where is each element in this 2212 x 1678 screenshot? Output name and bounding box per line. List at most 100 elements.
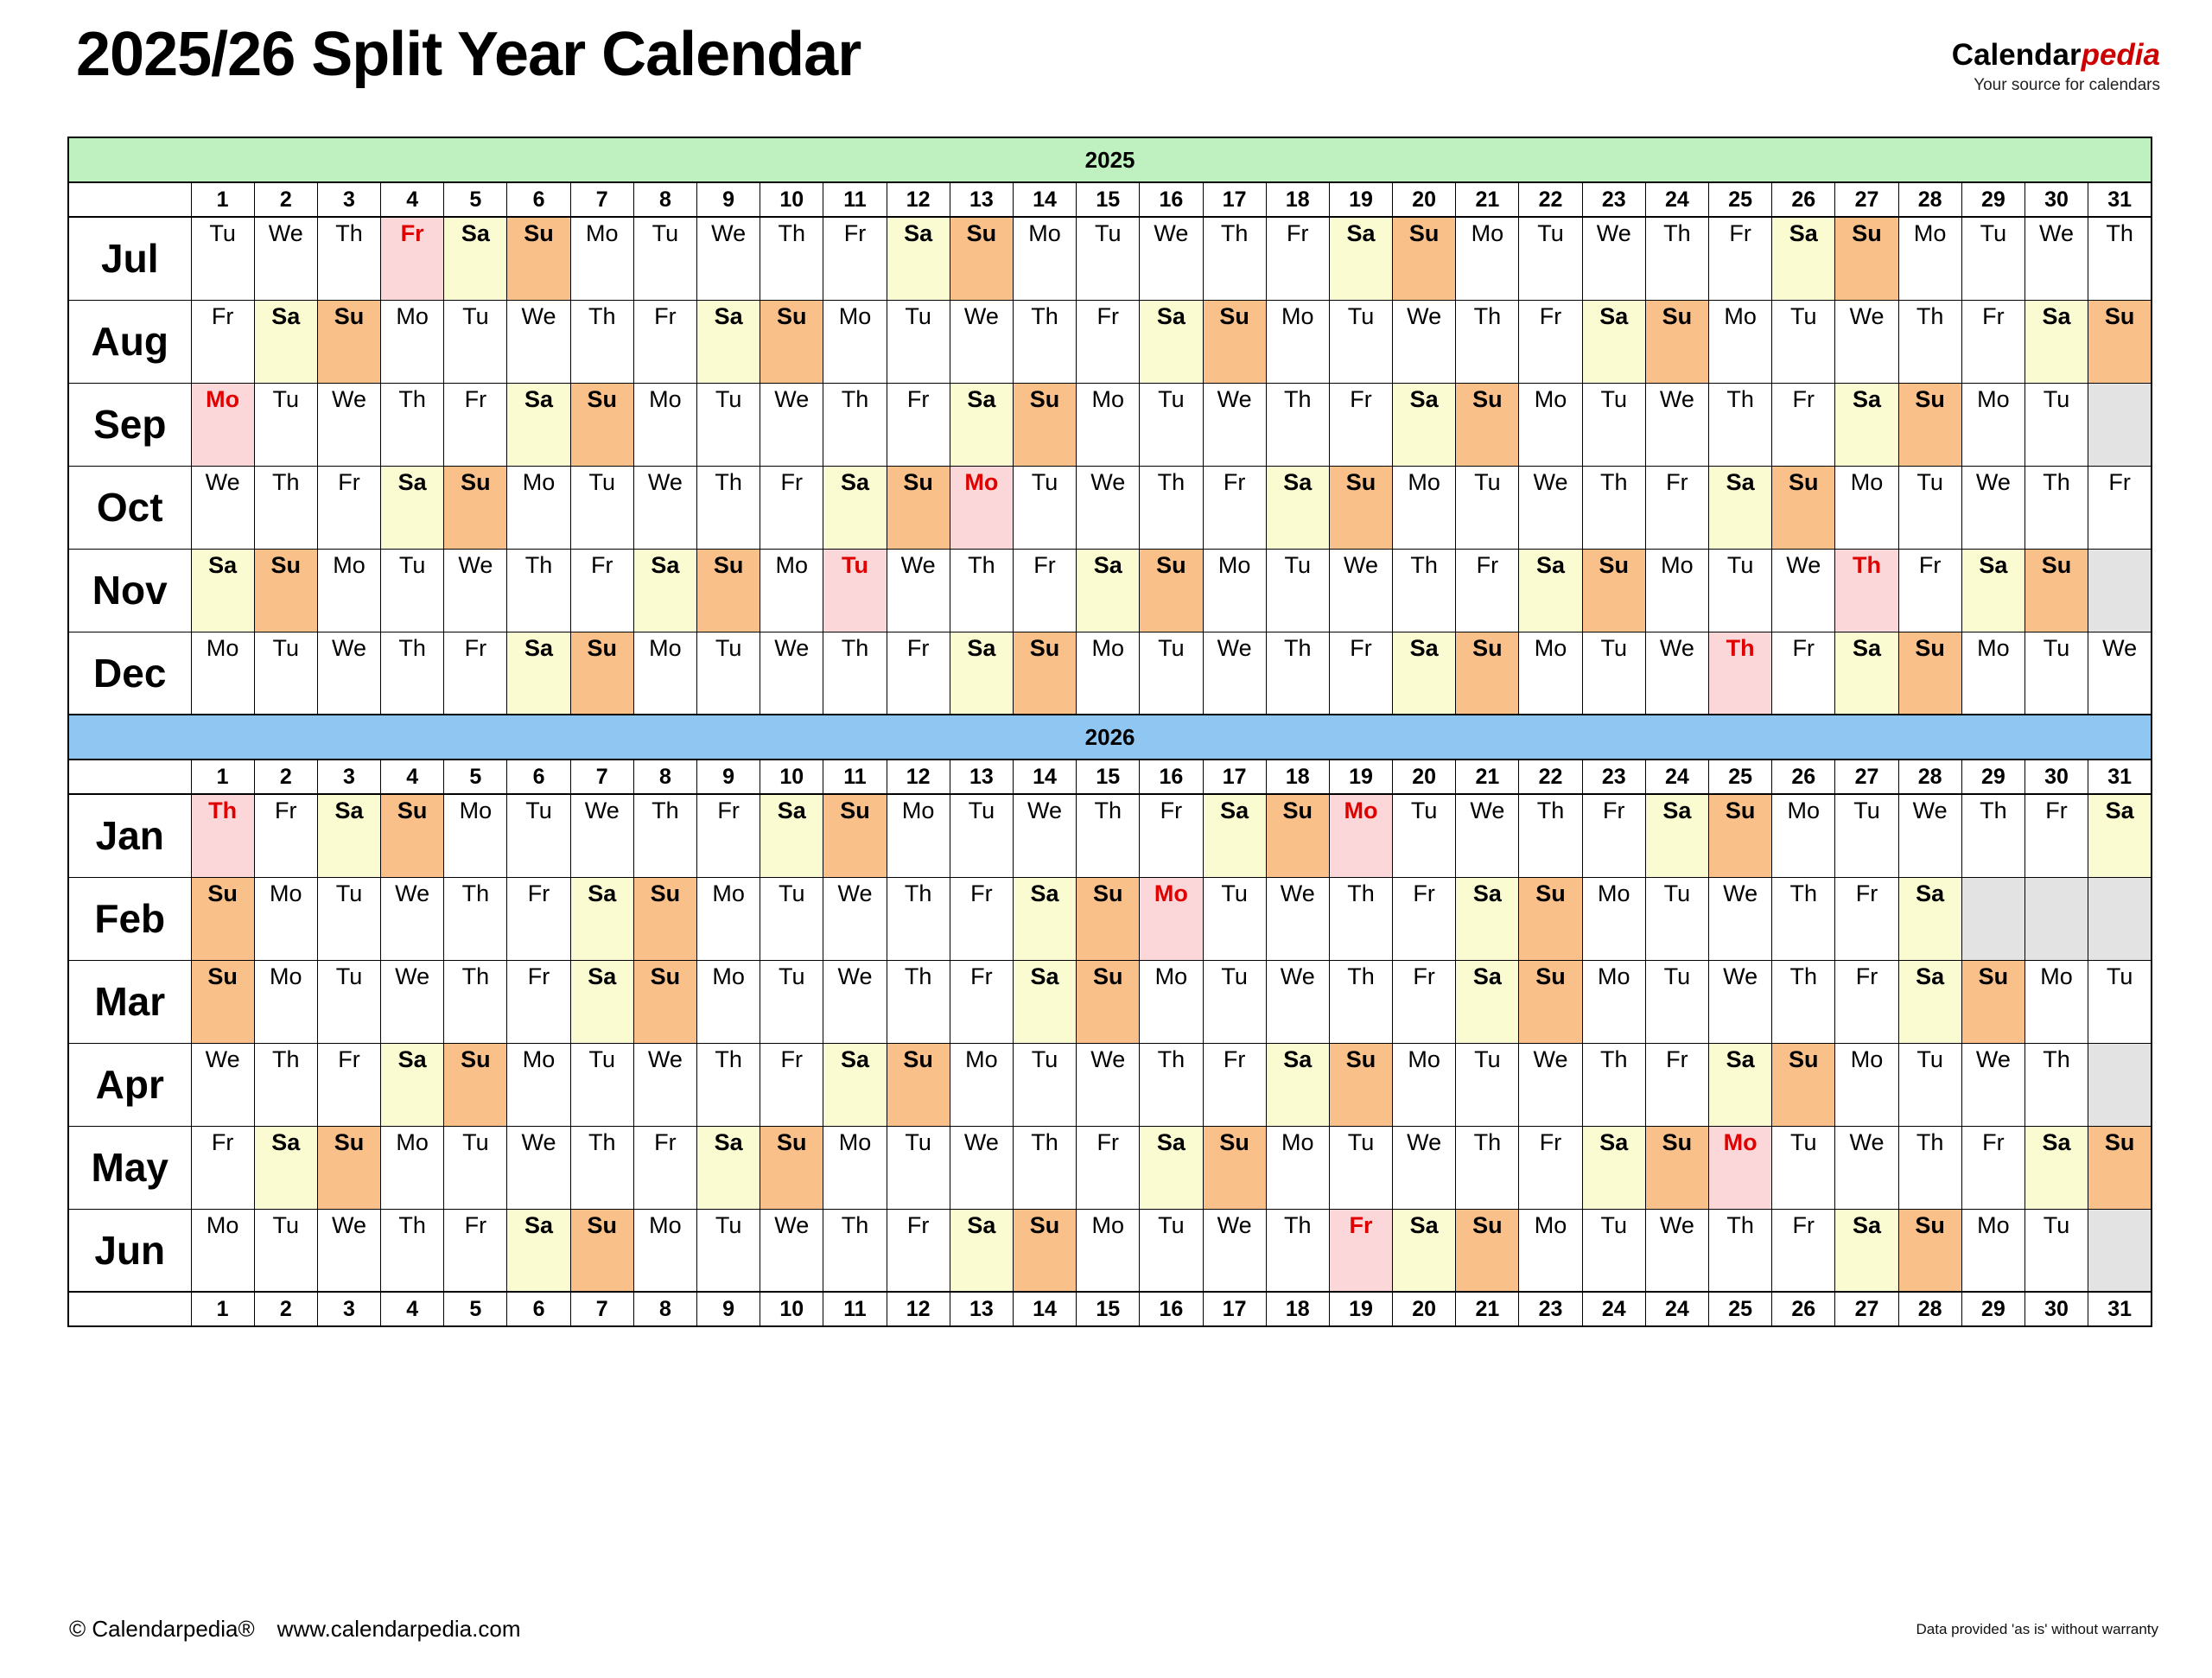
day-cell-Oct-24[interactable]: Fr	[1644, 465, 1710, 550]
day-cell-May-14[interactable]: Th	[1012, 1125, 1077, 1210]
day-cell-Nov-12[interactable]: We	[886, 548, 950, 632]
day-cell-Mar-29[interactable]: Su	[1961, 959, 2025, 1044]
day-cell-Aug-23[interactable]: Sa	[1581, 299, 1646, 384]
day-cell-May-11[interactable]: Mo	[823, 1125, 887, 1210]
day-cell-Aug-7[interactable]: Th	[569, 299, 634, 384]
day-cell-Mar-20[interactable]: Fr	[1392, 959, 1457, 1044]
day-cell-Aug-12[interactable]: Tu	[886, 299, 950, 384]
day-cell-Sep-27[interactable]: Sa	[1834, 382, 1899, 467]
day-cell-Oct-23[interactable]: Th	[1581, 465, 1646, 550]
day-cell-May-16[interactable]: Sa	[1139, 1125, 1204, 1210]
day-cell-Feb-31[interactable]	[2088, 876, 2153, 961]
day-cell-Dec-2[interactable]: Tu	[253, 631, 318, 715]
day-cell-Jul-6[interactable]: Su	[506, 216, 571, 301]
day-cell-Jun-7[interactable]: Su	[569, 1208, 634, 1293]
day-cell-Aug-3[interactable]: Su	[316, 299, 382, 384]
day-cell-Nov-1[interactable]: Sa	[190, 548, 255, 632]
day-cell-May-29[interactable]: Fr	[1961, 1125, 2025, 1210]
day-cell-Aug-14[interactable]: Th	[1012, 299, 1077, 384]
day-cell-Jul-21[interactable]: Mo	[1455, 216, 1520, 301]
day-cell-Oct-30[interactable]: Th	[2024, 465, 2089, 550]
day-cell-May-4[interactable]: Mo	[380, 1125, 445, 1210]
day-cell-Aug-2[interactable]: Sa	[253, 299, 318, 384]
day-cell-Sep-10[interactable]: We	[760, 382, 824, 467]
day-cell-Nov-4[interactable]: Tu	[380, 548, 445, 632]
day-cell-Sep-11[interactable]: Th	[823, 382, 887, 467]
day-cell-Oct-19[interactable]: Su	[1328, 465, 1394, 550]
day-cell-Jun-11[interactable]: Th	[823, 1208, 887, 1293]
day-cell-Aug-27[interactable]: We	[1834, 299, 1899, 384]
day-cell-Feb-24[interactable]: Tu	[1644, 876, 1710, 961]
day-cell-Dec-25[interactable]: Th	[1707, 631, 1773, 715]
day-cell-Jul-1[interactable]: Tu	[190, 216, 255, 301]
day-cell-Jun-30[interactable]: Tu	[2024, 1208, 2089, 1293]
day-cell-Apr-27[interactable]: Mo	[1834, 1042, 1899, 1127]
day-cell-Feb-28[interactable]: Sa	[1897, 876, 1962, 961]
day-cell-Apr-28[interactable]: Tu	[1897, 1042, 1962, 1127]
day-cell-Jun-23[interactable]: Tu	[1581, 1208, 1646, 1293]
day-cell-Jan-12[interactable]: Mo	[886, 793, 950, 878]
day-cell-Jun-2[interactable]: Tu	[253, 1208, 318, 1293]
day-cell-Sep-24[interactable]: We	[1644, 382, 1710, 467]
day-cell-Jan-14[interactable]: We	[1012, 793, 1077, 878]
day-cell-Oct-26[interactable]: Su	[1771, 465, 1836, 550]
day-cell-Feb-5[interactable]: Th	[443, 876, 508, 961]
day-cell-Aug-30[interactable]: Sa	[2024, 299, 2089, 384]
day-cell-Feb-8[interactable]: Su	[632, 876, 698, 961]
day-cell-Aug-5[interactable]: Tu	[443, 299, 508, 384]
day-cell-Sep-4[interactable]: Th	[380, 382, 445, 467]
day-cell-Aug-8[interactable]: Fr	[632, 299, 698, 384]
day-cell-Jun-13[interactable]: Sa	[949, 1208, 1014, 1293]
day-cell-Feb-3[interactable]: Tu	[316, 876, 382, 961]
day-cell-Mar-27[interactable]: Fr	[1834, 959, 1899, 1044]
day-cell-Jun-14[interactable]: Su	[1012, 1208, 1077, 1293]
day-cell-Feb-9[interactable]: Mo	[696, 876, 761, 961]
day-cell-Jul-27[interactable]: Su	[1834, 216, 1899, 301]
day-cell-Sep-31[interactable]	[2088, 382, 2153, 467]
day-cell-Nov-6[interactable]: Th	[506, 548, 571, 632]
day-cell-Jun-4[interactable]: Th	[380, 1208, 445, 1293]
day-cell-Dec-1[interactable]: Mo	[190, 631, 255, 715]
day-cell-Oct-17[interactable]: Fr	[1202, 465, 1267, 550]
day-cell-Jul-3[interactable]: Th	[316, 216, 382, 301]
day-cell-Apr-15[interactable]: We	[1076, 1042, 1141, 1127]
day-cell-Jun-21[interactable]: Su	[1455, 1208, 1520, 1293]
day-cell-May-5[interactable]: Tu	[443, 1125, 508, 1210]
day-cell-May-20[interactable]: We	[1392, 1125, 1457, 1210]
day-cell-Mar-7[interactable]: Sa	[569, 959, 634, 1044]
day-cell-Jan-19[interactable]: Mo	[1328, 793, 1394, 878]
day-cell-Aug-17[interactable]: Su	[1202, 299, 1267, 384]
day-cell-Mar-5[interactable]: Th	[443, 959, 508, 1044]
day-cell-Mar-30[interactable]: Mo	[2024, 959, 2089, 1044]
day-cell-Jun-8[interactable]: Mo	[632, 1208, 698, 1293]
day-cell-Mar-3[interactable]: Tu	[316, 959, 382, 1044]
day-cell-Sep-6[interactable]: Sa	[506, 382, 571, 467]
day-cell-Aug-16[interactable]: Sa	[1139, 299, 1204, 384]
day-cell-Dec-11[interactable]: Th	[823, 631, 887, 715]
day-cell-Aug-26[interactable]: Tu	[1771, 299, 1836, 384]
day-cell-Apr-6[interactable]: Mo	[506, 1042, 571, 1127]
day-cell-Apr-19[interactable]: Su	[1328, 1042, 1394, 1127]
day-cell-Mar-14[interactable]: Sa	[1012, 959, 1077, 1044]
day-cell-Jun-24[interactable]: We	[1644, 1208, 1710, 1293]
day-cell-Jan-11[interactable]: Su	[823, 793, 887, 878]
day-cell-Dec-7[interactable]: Su	[569, 631, 634, 715]
day-cell-Apr-24[interactable]: Fr	[1644, 1042, 1710, 1127]
day-cell-Oct-12[interactable]: Su	[886, 465, 950, 550]
day-cell-Feb-13[interactable]: Fr	[949, 876, 1014, 961]
day-cell-Jun-9[interactable]: Tu	[696, 1208, 761, 1293]
day-cell-Jan-18[interactable]: Su	[1265, 793, 1330, 878]
day-cell-Jun-31[interactable]	[2088, 1208, 2153, 1293]
day-cell-Oct-28[interactable]: Tu	[1897, 465, 1962, 550]
day-cell-May-10[interactable]: Su	[760, 1125, 824, 1210]
day-cell-Jul-18[interactable]: Fr	[1265, 216, 1330, 301]
day-cell-Apr-29[interactable]: We	[1961, 1042, 2025, 1127]
day-cell-Apr-31[interactable]	[2088, 1042, 2153, 1127]
day-cell-Jan-29[interactable]: Th	[1961, 793, 2025, 878]
day-cell-Apr-21[interactable]: Tu	[1455, 1042, 1520, 1127]
day-cell-Oct-1[interactable]: We	[190, 465, 255, 550]
day-cell-Sep-30[interactable]: Tu	[2024, 382, 2089, 467]
day-cell-Mar-10[interactable]: Tu	[760, 959, 824, 1044]
day-cell-Apr-7[interactable]: Tu	[569, 1042, 634, 1127]
day-cell-Feb-4[interactable]: We	[380, 876, 445, 961]
